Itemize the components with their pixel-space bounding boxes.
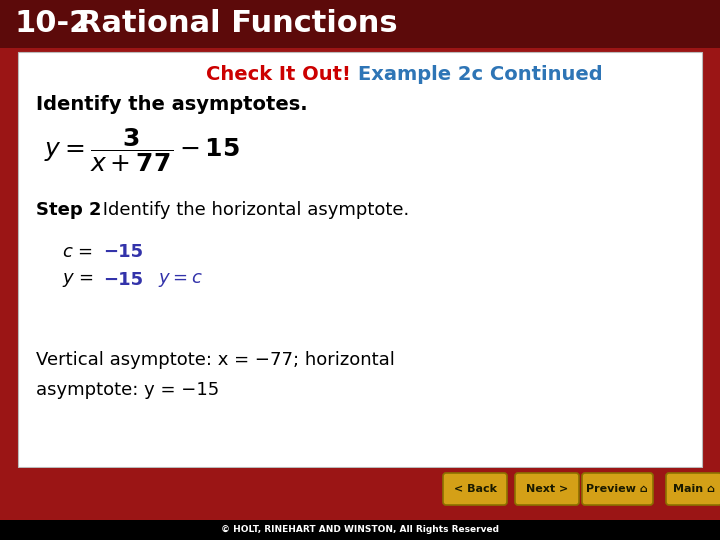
FancyBboxPatch shape (582, 473, 653, 505)
Text: $\mathit{y} = \dfrac{\mathbf{3}}{\mathit{x} + \mathbf{77}} - \mathbf{15}$: $\mathit{y} = \dfrac{\mathbf{3}}{\mathit… (44, 126, 240, 174)
FancyBboxPatch shape (515, 473, 579, 505)
Text: Vertical asymptote: ​​​​x = −77; horizontal: Vertical asymptote: ​​​​x = −77; horizon… (36, 351, 395, 369)
Text: Step 2: Step 2 (36, 201, 102, 219)
Text: asymptote: ​​​​y = −15: asymptote: ​​​​y = −15 (36, 381, 220, 399)
Text: −15: −15 (103, 271, 143, 289)
Text: −15: −15 (103, 243, 143, 261)
Text: Check It Out!: Check It Out! (207, 64, 358, 84)
FancyBboxPatch shape (0, 0, 720, 48)
Text: Preview ⌂: Preview ⌂ (586, 484, 648, 494)
Text: $\mathit{y} = \mathit{c}$: $\mathit{y} = \mathit{c}$ (158, 271, 203, 289)
FancyBboxPatch shape (666, 473, 720, 505)
Text: Identify the horizontal asymptote.: Identify the horizontal asymptote. (97, 201, 409, 219)
FancyBboxPatch shape (0, 520, 720, 540)
Text: $\mathit{c}$ =: $\mathit{c}$ = (62, 243, 95, 261)
Text: 10-2: 10-2 (14, 10, 90, 38)
Text: © HOLT, RINEHART AND WINSTON, All Rights Reserved: © HOLT, RINEHART AND WINSTON, All Rights… (221, 525, 499, 535)
FancyBboxPatch shape (0, 468, 720, 518)
FancyBboxPatch shape (18, 52, 702, 467)
Text: Identify the asymptotes.: Identify the asymptotes. (36, 96, 307, 114)
Text: < Back: < Back (454, 484, 497, 494)
Text: Next >: Next > (526, 484, 568, 494)
Text: Rational Functions: Rational Functions (78, 10, 397, 38)
Text: Main ⌂: Main ⌂ (673, 484, 715, 494)
FancyBboxPatch shape (443, 473, 507, 505)
Text: $\mathit{y}$ =: $\mathit{y}$ = (62, 271, 96, 289)
Text: Example 2c Continued: Example 2c Continued (358, 64, 603, 84)
